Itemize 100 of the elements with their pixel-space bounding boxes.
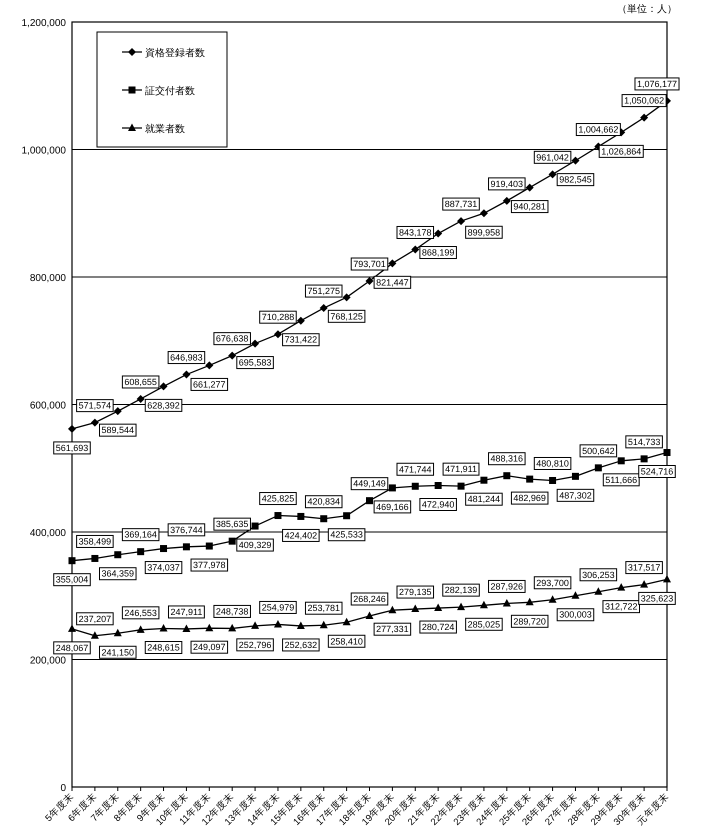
- point: [320, 515, 328, 522]
- data-label: 246,553: [124, 608, 157, 618]
- point: [503, 472, 510, 480]
- y-tick-label: 1,200,000: [22, 18, 66, 29]
- point: [228, 624, 236, 632]
- data-label: 982,545: [559, 174, 592, 185]
- data-label: 695,583: [238, 358, 272, 368]
- data-label: 425,825: [262, 494, 294, 504]
- point: [274, 620, 282, 628]
- data-label: 289,720: [513, 616, 546, 626]
- point: [137, 548, 144, 556]
- data-label: 248,738: [216, 606, 248, 616]
- point: [228, 538, 236, 545]
- data-label: 899,958: [468, 227, 500, 238]
- data-label: 1,004,662: [578, 124, 618, 135]
- point: [640, 114, 648, 122]
- point: [618, 457, 625, 464]
- data-label: 268,246: [353, 594, 386, 604]
- point: [366, 277, 374, 286]
- data-label: 676,638: [216, 334, 248, 344]
- point: [526, 476, 534, 483]
- data-label: 312,722: [604, 602, 638, 612]
- point: [548, 170, 557, 178]
- point: [251, 621, 260, 629]
- data-label: 480,810: [536, 458, 569, 468]
- data-label: 511,666: [605, 474, 638, 485]
- data-label: 821,447: [376, 277, 409, 288]
- point: [480, 209, 488, 218]
- point: [502, 598, 511, 606]
- point: [594, 587, 602, 595]
- data-label: 793,701: [353, 259, 386, 270]
- point: [640, 580, 648, 588]
- point: [320, 304, 328, 312]
- point: [434, 604, 442, 612]
- data-label: 280,724: [422, 622, 454, 632]
- data-label: 358,499: [78, 536, 112, 546]
- point: [205, 624, 214, 632]
- point: [90, 631, 99, 639]
- point: [68, 557, 76, 564]
- data-label: 710,288: [262, 312, 294, 322]
- point: [297, 512, 304, 520]
- data-label: 237,207: [78, 614, 112, 624]
- data-label: 589,544: [101, 425, 134, 436]
- point: [548, 595, 557, 603]
- data-label: 424,402: [284, 530, 318, 540]
- point: [388, 259, 396, 268]
- data-label: 258,410: [330, 636, 363, 646]
- data-label: 471,911: [445, 464, 477, 474]
- point: [182, 370, 190, 379]
- point: [296, 621, 305, 629]
- data-label: 843,178: [398, 227, 432, 238]
- data-label: 1,026,864: [601, 146, 642, 156]
- data-label: 608,655: [124, 376, 157, 387]
- point: [136, 625, 145, 633]
- data-label: 919,403: [490, 178, 524, 189]
- data-label: 377,978: [193, 560, 226, 570]
- point: [434, 482, 442, 489]
- data-label: 628,392: [147, 400, 180, 410]
- data-label: 279,135: [398, 587, 432, 598]
- data-label: 646,983: [170, 352, 203, 363]
- point: [252, 522, 259, 530]
- data-label: 252,796: [238, 640, 272, 650]
- data-label: 369,164: [124, 530, 157, 540]
- point: [342, 618, 351, 626]
- data-label: 887,731: [444, 199, 478, 210]
- point: [205, 361, 214, 370]
- point: [136, 394, 145, 403]
- point: [274, 330, 282, 338]
- point: [206, 542, 213, 550]
- data-label: 561,693: [56, 442, 88, 453]
- point: [411, 604, 420, 612]
- point: [457, 602, 466, 610]
- y-tick-label: 400,000: [30, 528, 66, 539]
- data-label: 768,125: [330, 311, 363, 322]
- point: [388, 484, 396, 492]
- data-label: 471,744: [398, 464, 432, 474]
- point: [68, 424, 76, 433]
- data-label: 300,003: [559, 610, 592, 620]
- data-label: 514,733: [628, 436, 660, 447]
- data-label: 524,716: [640, 466, 674, 476]
- data-label: 482,969: [513, 493, 546, 504]
- point: [114, 407, 122, 416]
- y-tick-label: 600,000: [30, 400, 66, 412]
- point: [526, 598, 534, 606]
- data-label: 254,979: [262, 602, 294, 612]
- data-label: 252,632: [284, 640, 318, 650]
- y-tick-label: 1,000,000: [22, 146, 66, 156]
- data-label: 868,199: [422, 248, 454, 258]
- data-label: 940,281: [513, 202, 546, 212]
- point: [160, 545, 168, 552]
- point: [343, 512, 350, 520]
- point: [412, 482, 419, 490]
- point: [228, 352, 236, 360]
- point: [274, 512, 282, 520]
- data-label: 469,166: [376, 502, 409, 512]
- point: [663, 574, 671, 582]
- data-label: 355,004: [56, 574, 88, 585]
- data-label: 253,781: [307, 603, 340, 614]
- data-label: 374,037: [147, 562, 180, 573]
- y-tick-label: 0: [60, 783, 66, 794]
